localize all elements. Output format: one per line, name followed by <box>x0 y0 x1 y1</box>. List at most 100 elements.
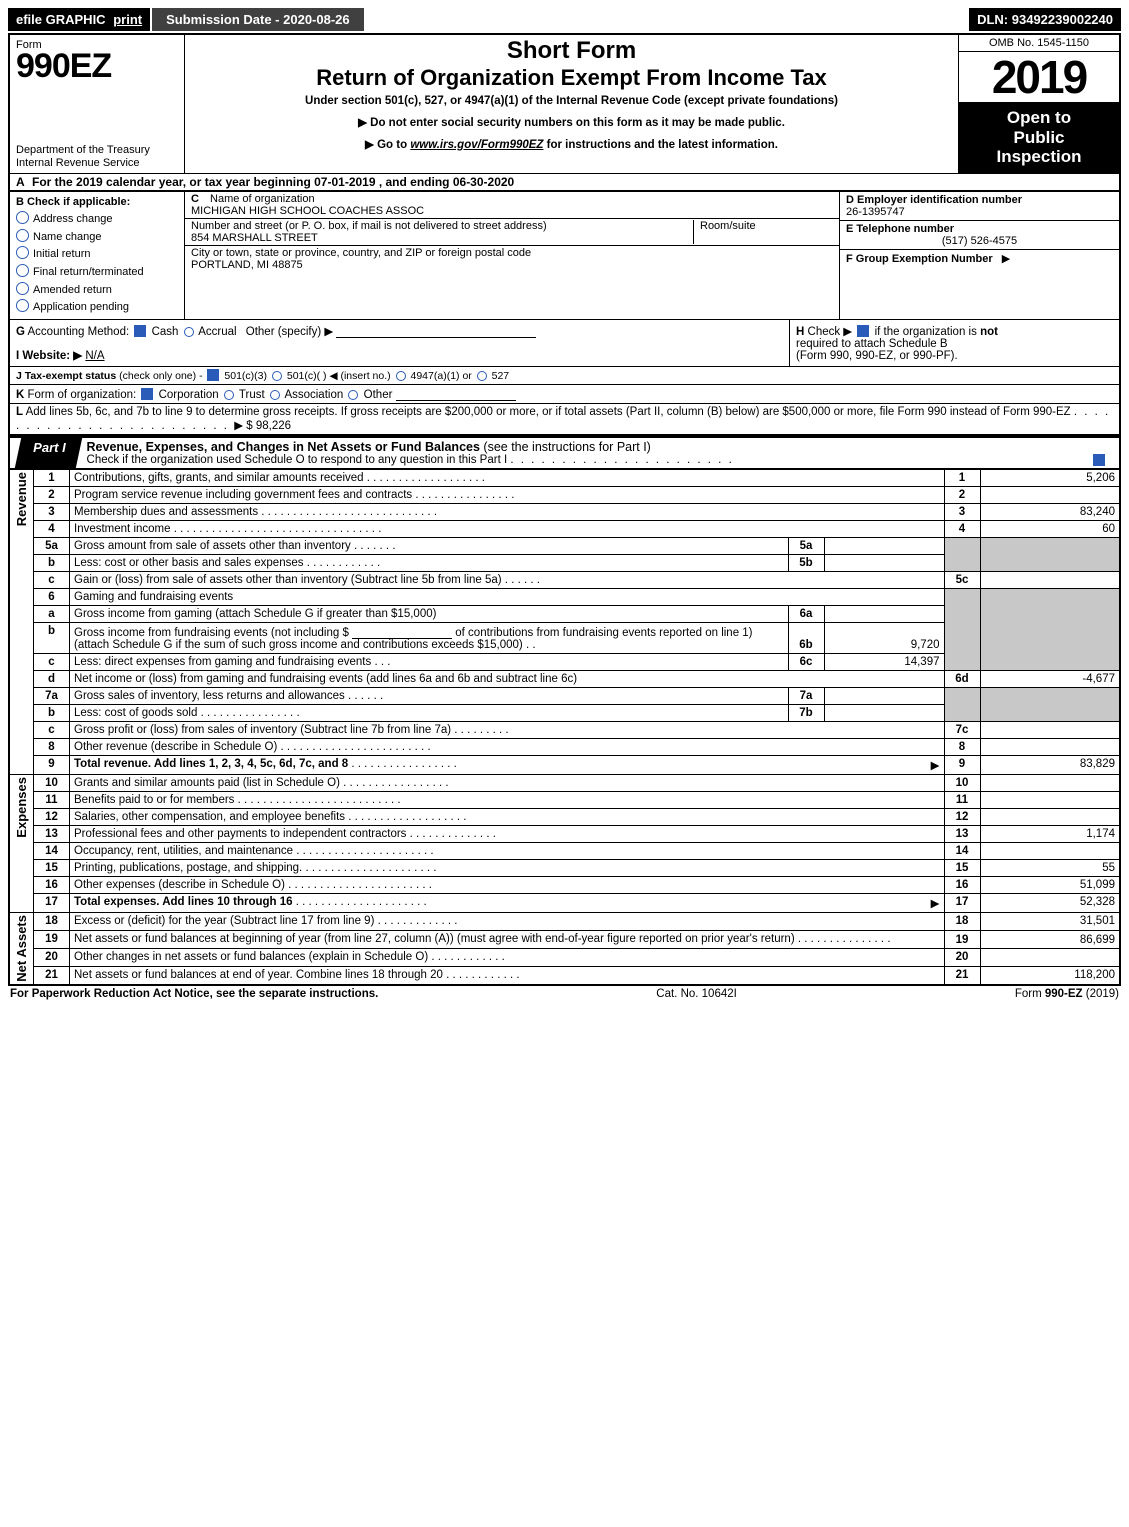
other-org-input[interactable] <box>396 387 516 401</box>
row19-desc-text: Net assets or fund balances at beginning… <box>74 933 795 945</box>
chk-app-pending-label: Application pending <box>33 301 129 313</box>
row7a-desc-text: Gross sales of inventory, less returns a… <box>74 690 345 702</box>
period-row: A For the 2019 calendar year, or tax yea… <box>8 173 1121 190</box>
chk-initial-label: Initial return <box>33 248 90 260</box>
chk-schedule-b-not-required[interactable] <box>857 325 869 337</box>
row2-linecol: 2 <box>944 486 980 503</box>
a-label: A <box>16 175 25 189</box>
row13-num: 13 <box>34 825 70 842</box>
print-link[interactable]: print <box>113 12 142 27</box>
chk-accrual[interactable] <box>184 327 194 337</box>
row11-linecol: 11 <box>944 791 980 808</box>
row5c-amt <box>980 571 1120 588</box>
row2-desc-text: Program service revenue including govern… <box>74 489 412 501</box>
footer-right: Form 990-EZ (2019) <box>1015 988 1119 1000</box>
row7b-desc: Less: cost of goods sold . . . . . . . .… <box>70 704 789 721</box>
other-specify-input[interactable] <box>336 324 536 338</box>
h-line: H Check ▶ if the organization is not req… <box>789 320 1119 366</box>
row9-num: 9 <box>34 755 70 774</box>
revenue-section-label: Revenue <box>9 469 34 775</box>
chk-501c[interactable] <box>272 371 282 381</box>
chk-name-change-label: Name change <box>33 231 102 243</box>
name-of-org-label: Name of organization <box>210 193 315 205</box>
entity-mid: C Name of organization MICHIGAN HIGH SCH… <box>185 192 839 319</box>
row7c-linecol: 7c <box>944 721 980 738</box>
footer-left: For Paperwork Reduction Act Notice, see … <box>10 988 378 1000</box>
chk-corporation[interactable] <box>141 388 153 400</box>
part1-sub: Check if the organization used Schedule … <box>87 454 1111 466</box>
form-header: Form 990EZ Department of the Treasury In… <box>8 33 1121 173</box>
entity-right: D Employer identification number 26-1395… <box>839 192 1119 319</box>
notice2-pre: ▶ Go to <box>365 139 410 151</box>
chk-527[interactable] <box>477 371 487 381</box>
notice-link-row: ▶ Go to www.irs.gov/Form990EZ for instru… <box>191 137 952 151</box>
row6c-sub: 6c <box>788 653 824 670</box>
topbar-spacer <box>364 8 969 31</box>
row8-desc-text: Other revenue (describe in Schedule O) <box>74 741 277 753</box>
row21-desc: Net assets or fund balances at end of ye… <box>70 966 945 984</box>
row1-linecol: 1 <box>944 469 980 487</box>
chk-address-change[interactable]: Address change <box>16 211 178 229</box>
row5a-subval <box>824 537 944 554</box>
irs-link[interactable]: www.irs.gov/Form990EZ <box>410 139 543 151</box>
phone-value: (517) 526-4575 <box>846 235 1113 247</box>
acct-method-label: Accounting Method: <box>28 326 130 338</box>
row7b-desc-text: Less: cost of goods sold <box>74 707 197 719</box>
row20-desc: Other changes in net assets or fund bala… <box>70 948 945 966</box>
row10-desc-text: Grants and similar amounts paid (list in… <box>74 777 340 789</box>
e-label: E Telephone number <box>846 223 1113 235</box>
opt-501c: 501(c)( ) <box>287 370 327 382</box>
header-right: OMB No. 1545-1150 2019 Open to Public In… <box>959 35 1119 173</box>
row16-linecol: 16 <box>944 876 980 893</box>
chk-cash[interactable] <box>134 325 146 337</box>
city-label: City or town, state or province, country… <box>191 247 833 259</box>
chk-final-return[interactable]: Final return/terminated <box>16 264 178 282</box>
chk-other-org[interactable] <box>348 390 358 400</box>
k-label: K <box>16 389 24 401</box>
row14-desc-text: Occupancy, rent, utilities, and maintena… <box>74 845 293 857</box>
chk-name-change[interactable]: Name change <box>16 229 178 247</box>
b-label: B <box>16 196 24 208</box>
row4-amt: 60 <box>980 520 1120 537</box>
chk-schedule-o-used[interactable] <box>1093 454 1105 466</box>
row18-amt: 31,501 <box>980 912 1120 930</box>
chk-association[interactable] <box>270 390 280 400</box>
row17-amt: 52,328 <box>980 893 1120 912</box>
open3: Inspection <box>963 147 1115 167</box>
row15-desc: Printing, publications, postage, and shi… <box>70 859 945 876</box>
chk-amended-return[interactable]: Amended return <box>16 282 178 300</box>
city-value: PORTLAND, MI 48875 <box>191 259 833 271</box>
row11-desc: Benefits paid to or for members . . . . … <box>70 791 945 808</box>
row21-desc-text: Net assets or fund balances at end of ye… <box>74 969 443 981</box>
city-cell: City or town, state or province, country… <box>185 246 839 272</box>
row11-num: 11 <box>34 791 70 808</box>
row8-linecol: 8 <box>944 738 980 755</box>
row5a-num: 5a <box>34 537 70 554</box>
footer-cat: Cat. No. 10642I <box>656 988 737 1000</box>
c-label: C <box>191 193 199 205</box>
row6a-subval <box>824 605 944 622</box>
chk-initial-return[interactable]: Initial return <box>16 246 178 264</box>
h-text3: required to attach Schedule B <box>796 338 1113 350</box>
chk-amended-label: Amended return <box>33 284 112 296</box>
row20-amt <box>980 948 1120 966</box>
dln-badge: DLN: 93492239002240 <box>969 8 1121 31</box>
row13-desc-text: Professional fees and other payments to … <box>74 828 406 840</box>
row5c-desc-text: Gain or (loss) from sale of assets other… <box>74 574 502 586</box>
row11-amt <box>980 791 1120 808</box>
chk-4947[interactable] <box>396 371 406 381</box>
row16-desc-text: Other expenses (describe in Schedule O) <box>74 879 285 891</box>
row6b-amount-input[interactable] <box>352 625 452 639</box>
dln-value: 93492239002240 <box>1012 12 1113 27</box>
chk-trust[interactable] <box>224 390 234 400</box>
row14-num: 14 <box>34 842 70 859</box>
chk-501c3[interactable] <box>207 369 219 381</box>
row5b-subval <box>824 554 944 571</box>
chk-app-pending[interactable]: Application pending <box>16 299 178 317</box>
row6b-desc-text1: Gross income from fundraising events (no… <box>74 627 349 639</box>
j-note: (check only one) - <box>119 370 202 382</box>
row15-num: 15 <box>34 859 70 876</box>
row6d-amt: -4,677 <box>980 670 1120 687</box>
notice2-post: for instructions and the latest informat… <box>543 139 778 151</box>
f-arrow: ▶ <box>1002 253 1010 265</box>
